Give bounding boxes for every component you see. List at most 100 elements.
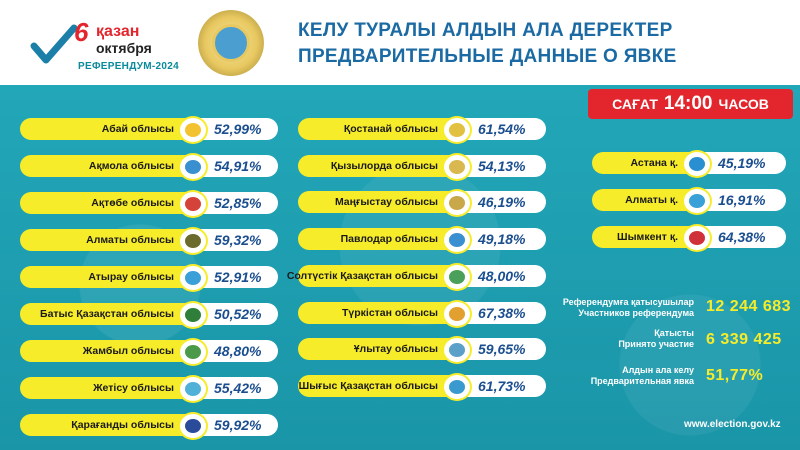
region-name: Қызылорда облысы (330, 159, 438, 172)
prelim-value: 51,77% (706, 367, 764, 384)
region-bar: Шығыс Қазақстан облысы (298, 374, 470, 397)
region-name: Алматы облысы (86, 234, 174, 246)
region-row: 61,54% Қостанай облысы (298, 116, 546, 144)
region-name: Қостанай облысы (343, 123, 438, 135)
region-pct-box: 50,52% (200, 303, 278, 325)
region-turnout: 59,32% (214, 232, 262, 248)
region-turnout: 48,00% (478, 267, 526, 284)
region-bar: Жамбыл облысы (20, 340, 206, 362)
zhetysu-emblem-icon (178, 375, 208, 403)
emblem-core (449, 123, 465, 137)
region-pct-box: 46,19% (464, 191, 546, 214)
region-turnout: 50,52% (214, 306, 262, 322)
abai-emblem-icon (178, 116, 208, 144)
region-row: 67,38% Түркістан облысы (298, 299, 546, 328)
website-link[interactable]: www.election.gov.kz (684, 419, 781, 430)
region-name: Ұлытау облысы (353, 343, 438, 356)
page-title-ru: ПРЕДВАРИТЕЛЬНЫЕ ДАННЫЕ О ЯВКЕ (298, 46, 677, 67)
region-row: 55,42% Жетісу облысы (20, 375, 278, 403)
region-name: Павлодар облысы (340, 233, 438, 246)
emblem-core (449, 379, 465, 394)
emblem-core (185, 123, 201, 137)
emblem-core (449, 159, 465, 174)
time-badge: САҒАТ 14:00 ЧАСОВ (588, 89, 793, 119)
aktobe-emblem-icon (178, 190, 208, 218)
region-row: 48,00% Солтүстік Қазақстан облысы (287, 262, 546, 291)
region-name: Шығыс Қазақстан облысы (298, 379, 438, 392)
region-bar: Ұлытау облысы (298, 338, 470, 361)
region-turnout: 64,38% (718, 229, 766, 245)
almaty-region-emblem-icon (178, 227, 208, 255)
time-prefix: САҒАТ (612, 96, 658, 112)
participants-value: 12 244 683 (706, 298, 792, 315)
prelim-label: Алдын ала келу Предварительная явка (591, 365, 694, 387)
region-row: 54,13% Қызылорда облысы (298, 152, 546, 181)
prelim-label-kz: Алдын ала келу (622, 365, 694, 375)
region-pct-box: 48,00% (464, 264, 546, 287)
region-pct-box: 52,91% (200, 266, 278, 288)
akmola-emblem-icon (178, 153, 208, 181)
region-turnout: 55,42% (214, 380, 262, 396)
region-row: 52,99% Абай облысы (20, 116, 278, 144)
time-value: 14:00 (663, 93, 713, 114)
region-turnout: 52,91% (214, 269, 262, 285)
region-name: Шымкент қ. (617, 231, 678, 243)
turnout-value: 6 339 425 (706, 331, 782, 348)
region-pct-box: 48,80% (200, 340, 278, 362)
emblem-core (449, 233, 465, 248)
header: 6 қазан октября РЕФЕРЕНДУМ-2024 КЕЛУ ТУР… (0, 0, 800, 85)
region-turnout: 54,13% (478, 157, 526, 174)
region-row: 16,91% Алматы қ. (592, 187, 786, 215)
region-turnout: 49,18% (478, 231, 526, 248)
region-bar: Қостанай облысы (298, 118, 470, 140)
atyrau-emblem-icon (178, 264, 208, 292)
logo-month-ru: октября (96, 40, 152, 56)
prelim-label-ru: Предварительная явка (590, 376, 694, 386)
region-turnout: 45,19% (718, 155, 766, 171)
region-pct-box: 59,32% (200, 229, 278, 251)
region-bar: Атырау облысы (20, 266, 206, 288)
page-title-kz: КЕЛУ ТУРАЛЫ АЛДЫН АЛА ДЕРЕКТЕР (298, 20, 673, 41)
region-name: Түркістан облысы (341, 306, 438, 319)
region-turnout: 16,91% (718, 192, 766, 208)
region-name: Абай облысы (101, 123, 174, 135)
region-turnout: 48,80% (214, 343, 262, 359)
emblem-core (185, 382, 201, 396)
east-kz-emblem-icon (442, 372, 472, 401)
shymkent-emblem-icon (682, 224, 712, 252)
turnout-label-kz: Қатысты (654, 328, 694, 338)
referendum-emblem-icon (198, 10, 264, 76)
region-pct-box: 54,13% (464, 154, 546, 177)
region-bar: Қызылорда облысы (298, 154, 470, 177)
emblem-core (185, 345, 201, 359)
region-turnout: 59,65% (478, 341, 526, 358)
west-kz-emblem-icon (178, 301, 208, 329)
region-name: Жамбыл облысы (82, 345, 174, 357)
region-turnout: 54,91% (214, 158, 262, 174)
region-name: Ақтөбе облысы (91, 197, 174, 209)
karaganda-emblem-icon (178, 412, 208, 440)
participants-label: Референдумға қатысушылар Участников рефе… (563, 297, 694, 319)
region-bar: Шымкент қ. (592, 226, 710, 248)
region-row: 54,91% Ақмола облысы (20, 153, 278, 181)
region-name: Атырау облысы (88, 271, 174, 283)
region-bar: Павлодар облысы (298, 228, 470, 251)
region-row: 59,65% Ұлытау облысы (298, 336, 546, 365)
emblem-core (689, 194, 705, 208)
region-bar: Маңғыстау облысы (298, 191, 470, 214)
region-turnout: 52,85% (214, 195, 262, 211)
region-pct-box: 52,99% (200, 118, 278, 140)
region-bar: Солтүстік Қазақстан облысы (287, 264, 470, 287)
almaty-city-emblem-icon (682, 187, 712, 215)
region-row: 59,32% Алматы облысы (20, 227, 278, 255)
ulytau-emblem-icon (442, 336, 472, 365)
emblem-core (449, 306, 465, 321)
logo-day: 6 (74, 17, 89, 47)
kyzylorda-emblem-icon (442, 152, 472, 181)
region-row: 64,38% Шымкент қ. (592, 224, 786, 252)
region-row: 52,85% Ақтөбе облысы (20, 190, 278, 218)
region-turnout: 61,54% (478, 121, 526, 137)
region-row: 50,52% Батыс Қазақстан облысы (20, 301, 278, 329)
emblem-core (185, 160, 201, 174)
logo-referendum: РЕФЕРЕНДУМ-2024 (78, 61, 179, 72)
